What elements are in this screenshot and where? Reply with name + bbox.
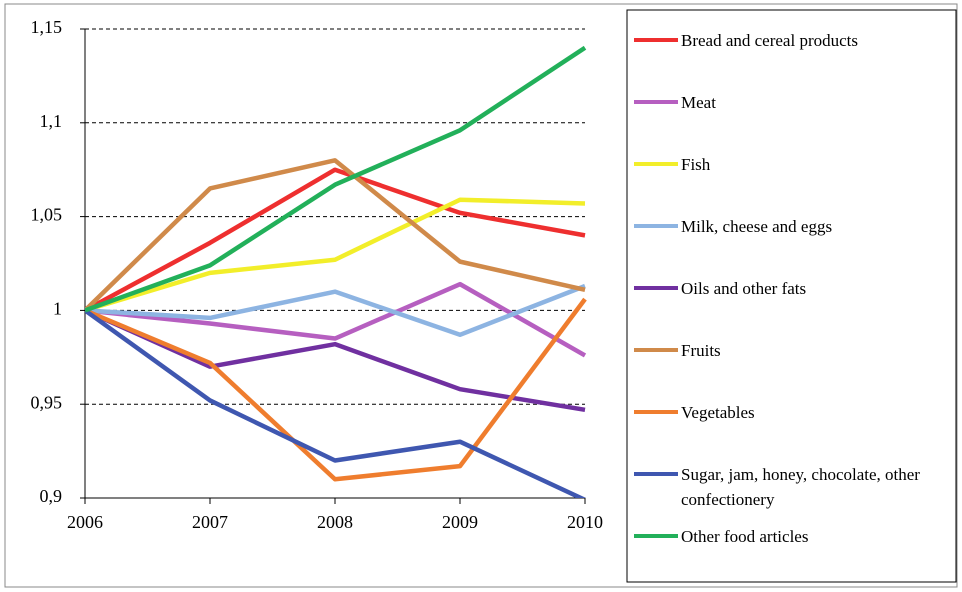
y-tick-label: 1,15 <box>31 17 63 37</box>
y-tick-label: 1 <box>53 299 62 319</box>
legend-entry: Milk, cheese and eggs <box>634 214 952 239</box>
legend-swatch <box>634 534 678 538</box>
legend-box <box>626 9 957 583</box>
series-line <box>85 297 587 482</box>
series-line <box>85 45 587 313</box>
frame <box>4 3 958 588</box>
legend-entry: Fruits <box>634 338 952 363</box>
legend-label: Vegetables <box>681 403 755 422</box>
legend-entry: Meat <box>634 90 952 115</box>
legend-swatch <box>634 162 678 166</box>
legend-label: Meat <box>681 93 716 112</box>
series-line <box>85 158 586 313</box>
legend-entry: Vegetables <box>634 400 952 425</box>
x-tick-label: 2007 <box>192 512 228 532</box>
legend-entry: Fish <box>634 152 952 177</box>
y-tick-label: 1,05 <box>31 205 63 225</box>
legend-label: Other food articles <box>681 527 809 546</box>
series-line <box>85 197 586 313</box>
legend-swatch <box>634 410 678 414</box>
legend-entry: Bread and cereal products <box>634 28 952 53</box>
legend-entry: Other food articles <box>634 524 952 549</box>
x-tick-label: 2010 <box>567 512 603 532</box>
series-line <box>85 308 586 413</box>
legend-label: Fruits <box>681 341 721 360</box>
series-line <box>85 283 586 338</box>
legend-entry: Oils and other fats <box>634 276 952 301</box>
legend-swatch <box>634 286 678 290</box>
series-line <box>85 308 586 498</box>
legend-swatch <box>634 224 678 228</box>
series-line <box>85 281 587 358</box>
legend-label: Oils and other fats <box>681 279 807 298</box>
legend-swatch <box>634 38 678 42</box>
legend-swatch <box>634 472 678 476</box>
legend-entry: Sugar, jam, honey, chocolate, other conf… <box>634 462 952 512</box>
x-tick-label: 2008 <box>317 512 353 532</box>
legend-label: Milk, cheese and eggs <box>681 217 833 236</box>
y-tick-label: 0,9 <box>40 486 63 506</box>
x-tick-label: 2006 <box>67 512 103 532</box>
legend-swatch <box>634 100 678 104</box>
legend-label: Sugar, jam, honey, chocolate, other conf… <box>681 465 920 509</box>
legend-label: Fish <box>681 155 711 174</box>
x-tick-label: 2009 <box>442 512 478 532</box>
y-tick-label: 1,1 <box>40 111 63 131</box>
y-tick-label: 0,95 <box>31 392 63 412</box>
series-line <box>85 167 586 313</box>
legend-swatch <box>634 348 678 352</box>
legend-label: Bread and cereal products <box>681 31 858 50</box>
